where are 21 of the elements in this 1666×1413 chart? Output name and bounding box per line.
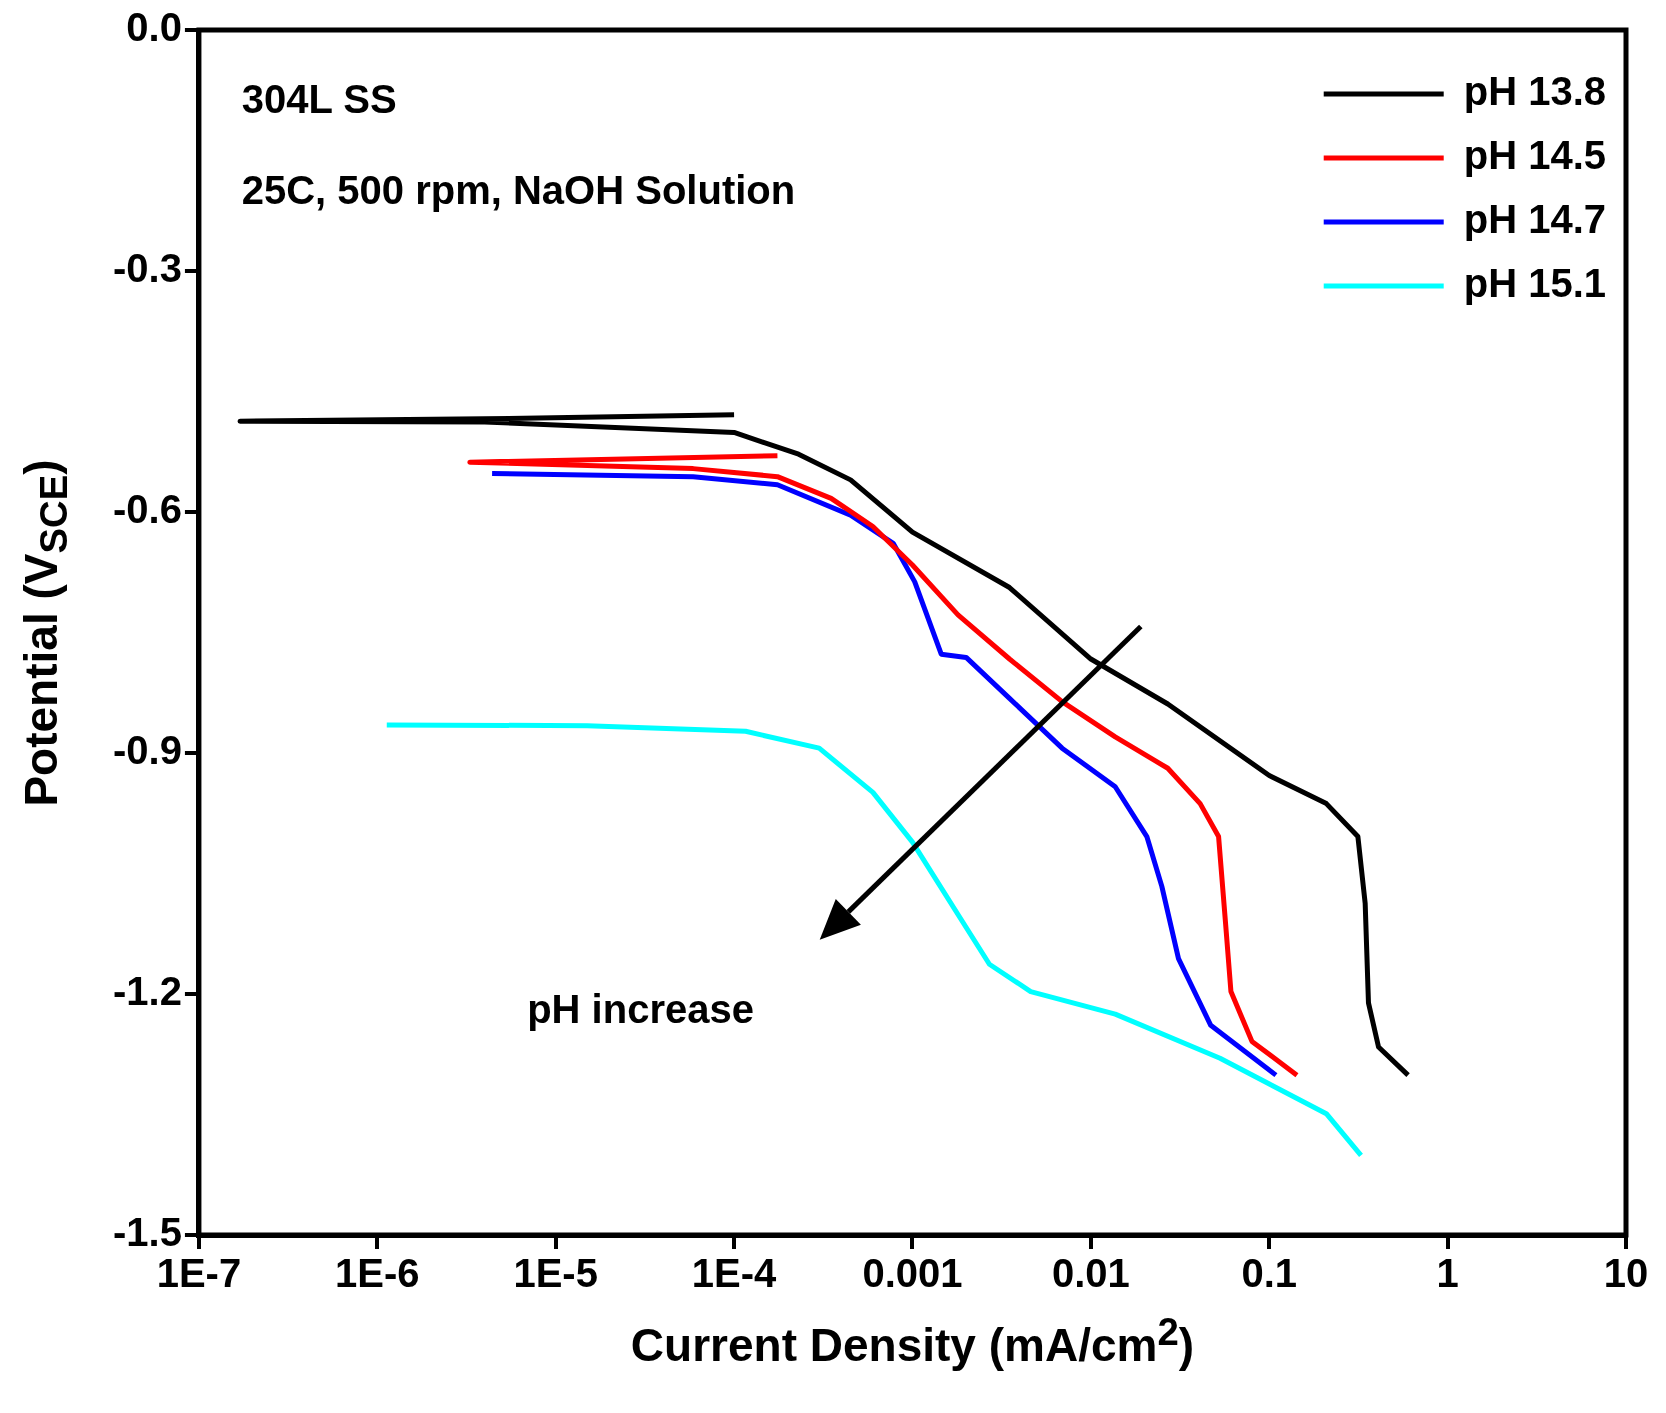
y-tick-label: -0.6	[112, 487, 182, 532]
x-tick-label: 1	[1436, 1251, 1459, 1296]
x-tick-label: 10	[1603, 1251, 1649, 1296]
y-tick-label: -0.9	[112, 728, 182, 773]
annotation: 304L SS	[241, 77, 397, 122]
x-tick-label: 1E-4	[691, 1251, 778, 1296]
x-tick-label: 1E-5	[513, 1251, 598, 1296]
x-tick-label: 0.001	[862, 1251, 963, 1296]
legend-label: pH 15.1	[1463, 261, 1607, 306]
x-tick-label: 0.1	[1241, 1251, 1298, 1296]
legend-label: pH 13.8	[1463, 69, 1607, 114]
annotation: 25C, 500 rpm, NaOH Solution	[241, 167, 796, 212]
annotation: pH increase	[527, 987, 754, 1032]
y-tick-label: -0.3	[112, 246, 182, 291]
x-axis-title: Current Density (mA/cm$^{2}$)	[630, 1310, 1195, 1373]
y-tick-label: -1.2	[112, 969, 182, 1014]
legend-label: pH 14.5	[1463, 133, 1607, 178]
y-tick-label: 0.0	[126, 5, 182, 50]
legend-label: pH 14.7	[1463, 197, 1607, 242]
x-tick-label: 0.01	[1051, 1251, 1130, 1296]
x-tick-label: 1E-6	[335, 1251, 420, 1296]
